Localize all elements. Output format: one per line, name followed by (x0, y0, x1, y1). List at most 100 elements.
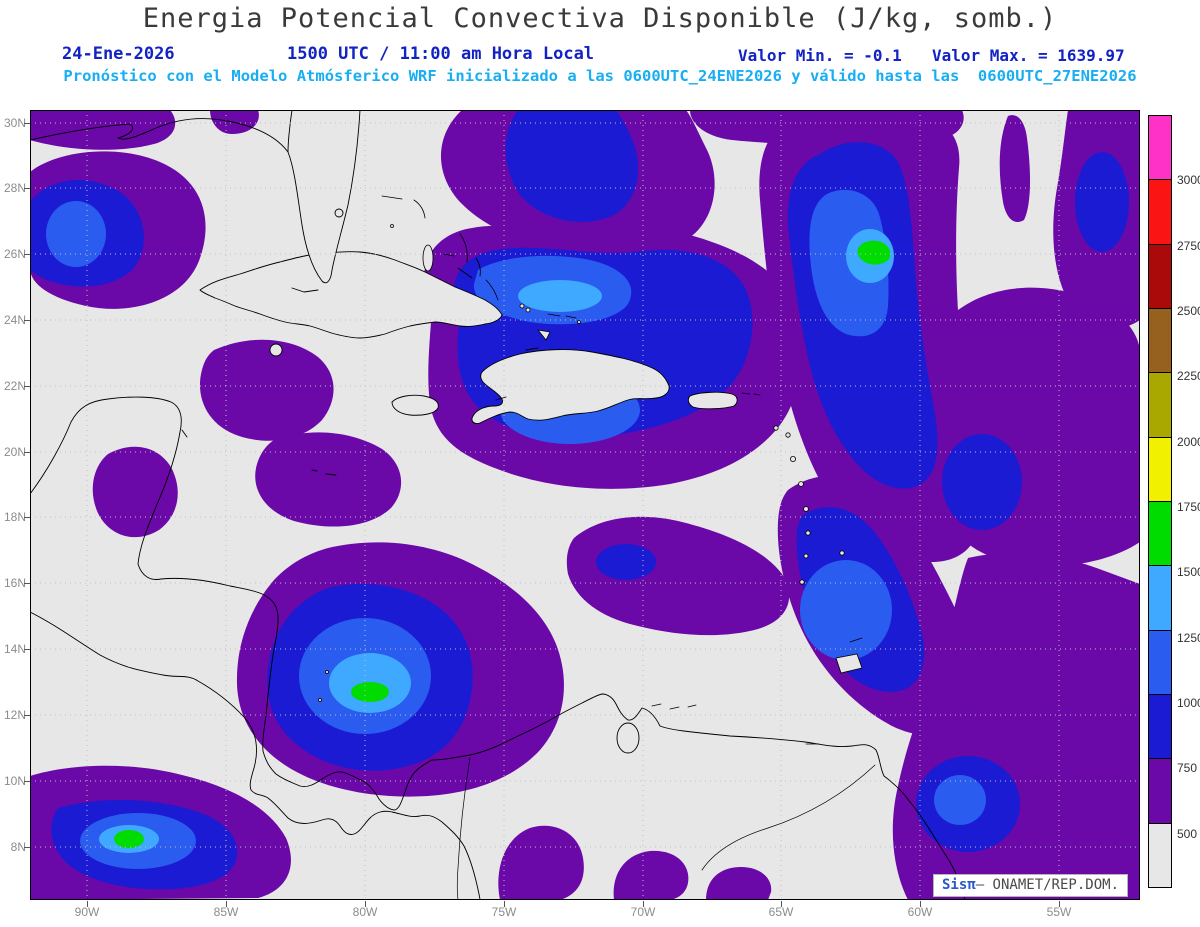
model-info-line: Pronóstico con el Modelo Atmósferico WRF… (63, 67, 1137, 85)
watermark-org: – ONAMET/REP.DOM. (975, 877, 1119, 893)
puerto-rico (687, 391, 738, 410)
lon-tick-label: 70W (630, 905, 656, 919)
colorbar-segment (1148, 565, 1172, 631)
long-island-bahamas (485, 279, 499, 301)
eleuthera (459, 233, 468, 263)
cayman-islands (311, 469, 337, 476)
lat-tick-label: 8N (10, 840, 26, 854)
lake-maracaibo (616, 722, 640, 754)
lat-tick-mark (24, 583, 30, 584)
grenada (799, 579, 805, 585)
cape-shading-1500-1750-maxima (114, 240, 891, 848)
colorbar-level-label: 750 (1177, 761, 1198, 776)
colorbar (1148, 115, 1172, 888)
crooked-island (519, 303, 525, 309)
colorbar-segment (1148, 758, 1172, 824)
colorbar-segment (1148, 307, 1172, 374)
lat-tick-label: 18N (3, 510, 26, 524)
martinique (803, 506, 809, 512)
colorbar-segment (1148, 436, 1172, 502)
forecast-date: 24-Ene-2026 (62, 44, 175, 64)
colorbar-segment (1148, 372, 1172, 438)
lat-tick-label: 10N (3, 774, 26, 788)
virgin-islands (741, 392, 761, 396)
colorbar-level-label: 1250 (1177, 630, 1200, 645)
lat-tick-label: 16N (3, 576, 26, 590)
colorbar-level-label: 1750 (1177, 500, 1200, 514)
map-area: Sisπ– ONAMET/REP.DOM. (30, 110, 1140, 900)
lat-tick-label: 28N (3, 181, 26, 195)
lat-tick-mark (24, 517, 30, 518)
tobago (849, 637, 863, 643)
bimini (390, 224, 394, 228)
lat-tick-mark (24, 452, 30, 453)
lat-tick-label: 22N (3, 379, 26, 393)
lon-tick-mark (781, 901, 782, 907)
lat-tick-mark (24, 715, 30, 716)
lat-tick-label: 24N (3, 313, 26, 327)
pacific-coast (30, 611, 481, 900)
forecast-time: 1500 UTC / 11:00 am Hora Local (287, 44, 595, 64)
colorbar-segment (1148, 500, 1172, 567)
isla-juventud (269, 343, 283, 357)
lake-okeechobee (334, 208, 344, 218)
antigua (785, 432, 791, 438)
acklins (525, 307, 531, 313)
lat-tick-mark (24, 847, 30, 848)
colorbar-level-label: 1500 (1177, 565, 1200, 580)
cuba (199, 251, 503, 339)
cat-island (475, 257, 481, 277)
lon-tick-label: 65W (768, 905, 794, 919)
colorbar-level-label: 2500 (1177, 304, 1200, 318)
coastlines (30, 118, 966, 900)
magdalena-river (456, 757, 471, 900)
watermark: Sisπ– ONAMET/REP.DOM. (932, 874, 1128, 897)
lat-tick-mark (24, 649, 30, 650)
chart-title: Energia Potencial Convectiva Disponible … (142, 3, 1058, 34)
lon-tick-label: 55W (1046, 905, 1072, 919)
value-min-label: Valor Min. = -0.1 (738, 46, 902, 65)
lon-tick-mark (1059, 901, 1060, 907)
exuma (457, 267, 473, 279)
lon-tick-mark (504, 901, 505, 907)
lat-tick-mark (24, 188, 30, 189)
colorbar-level-label: 3000 (1177, 173, 1200, 188)
cozumel (181, 429, 188, 438)
barbados (839, 550, 845, 556)
jamaica (391, 394, 439, 416)
st-vincent (803, 553, 809, 559)
colorbar-segment (1148, 115, 1172, 181)
san-andres (318, 698, 322, 702)
colorbar-segment (1148, 243, 1172, 309)
andros (422, 244, 434, 272)
grand-bahama (381, 195, 403, 200)
small-islands (318, 195, 863, 745)
colorbar-segment (1148, 629, 1172, 695)
lon-tick-label: 60W (907, 905, 933, 919)
lon-tick-mark (87, 901, 88, 907)
providencia (325, 670, 329, 674)
lon-tick-mark (920, 901, 921, 907)
lat-tick-label: 12N (3, 708, 26, 722)
lat-tick-mark (24, 386, 30, 387)
lat-tick-mark (24, 123, 30, 124)
curacao-aruba-bonaire (651, 703, 697, 710)
colorbar-segment (1148, 822, 1172, 888)
colorbar-segment (1148, 179, 1172, 245)
trinidad (835, 653, 863, 674)
hispaniola (471, 349, 670, 424)
lon-tick-label: 80W (352, 905, 378, 919)
lat-tick-label: 30N (3, 116, 26, 130)
mayaguana (547, 313, 561, 317)
lon-tick-label: 90W (74, 905, 100, 919)
new-providence (443, 253, 455, 257)
guadeloupe (790, 455, 797, 462)
lon-tick-mark (643, 901, 644, 907)
lat-tick-label: 20N (3, 445, 26, 459)
grid-lines (30, 110, 1140, 900)
colorbar-level-label: 2000 (1177, 434, 1200, 449)
lon-tick-label: 75W (491, 905, 517, 919)
orinoco-river (701, 764, 876, 871)
turks (577, 320, 581, 324)
value-max-label: Valor Max. = 1639.97 (932, 46, 1125, 65)
